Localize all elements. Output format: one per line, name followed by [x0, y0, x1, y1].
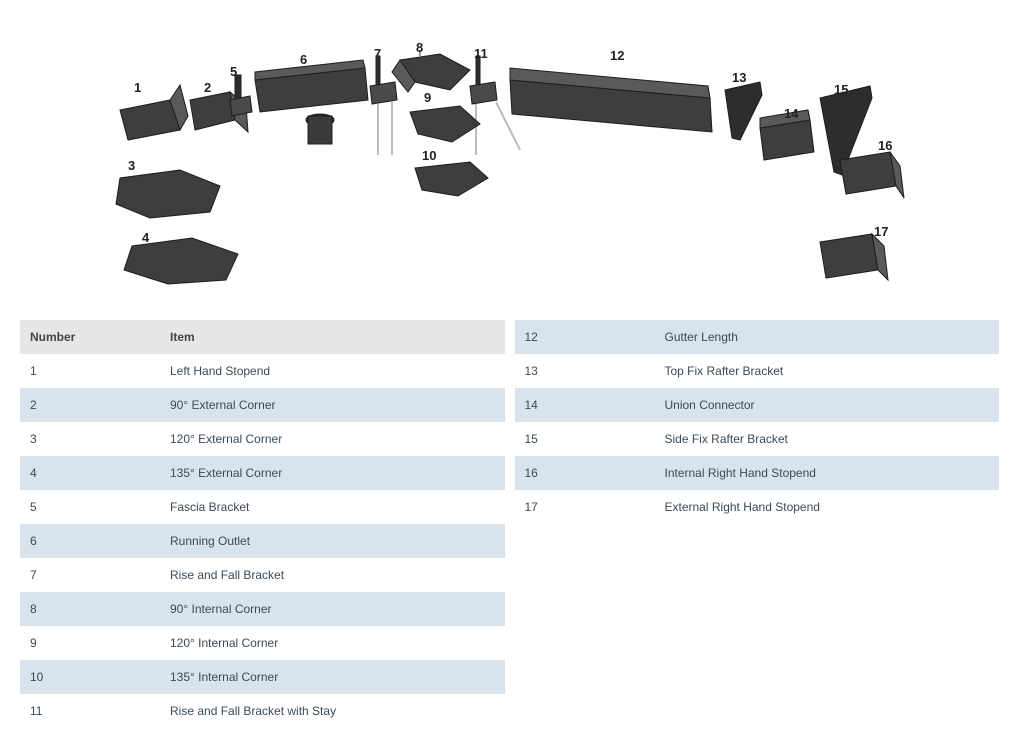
exploded-diagram: 1234567891011121314151617: [20, 20, 999, 300]
table-row: 4135° External Corner: [20, 456, 505, 490]
cell-item: Gutter Length: [655, 320, 1000, 354]
diagram-label: 12: [610, 48, 624, 63]
diagram-label: 5: [230, 64, 237, 79]
cell-item: Running Outlet: [160, 524, 505, 558]
diagram-label: 10: [422, 148, 436, 163]
cell-number: 16: [515, 456, 655, 490]
cell-number: 15: [515, 422, 655, 456]
diagram-label: 14: [784, 106, 798, 121]
cell-number: 6: [20, 524, 160, 558]
cell-number: 5: [20, 490, 160, 524]
table-row: 3120° External Corner: [20, 422, 505, 456]
cell-item: Internal Right Hand Stopend: [655, 456, 1000, 490]
cell-item: 90° Internal Corner: [160, 592, 505, 626]
diagram-label: 17: [874, 224, 888, 239]
cell-number: 13: [515, 354, 655, 388]
table-row: 10135° Internal Corner: [20, 660, 505, 694]
table-row: 1Left Hand Stopend: [20, 354, 505, 388]
diagram-label: 7: [374, 46, 381, 61]
diagram-label: 11: [474, 46, 488, 61]
parts-table-left: Number Item 1Left Hand Stopend290° Exter…: [20, 320, 505, 728]
table-row: 890° Internal Corner: [20, 592, 505, 626]
cell-number: 17: [515, 490, 655, 524]
diagram-label: 3: [128, 158, 135, 173]
cell-number: 12: [515, 320, 655, 354]
table-row: 13Top Fix Rafter Bracket: [515, 354, 1000, 388]
table-row: 6Running Outlet: [20, 524, 505, 558]
diagram-label: 1: [134, 80, 141, 95]
cell-item: Union Connector: [655, 388, 1000, 422]
cell-item: Top Fix Rafter Bracket: [655, 354, 1000, 388]
diagram-label: 16: [878, 138, 892, 153]
cell-number: 1: [20, 354, 160, 388]
cell-item: Rise and Fall Bracket with Stay: [160, 694, 505, 728]
cell-item: 120° External Corner: [160, 422, 505, 456]
cell-number: 2: [20, 388, 160, 422]
cell-number: 14: [515, 388, 655, 422]
diagram-label: 13: [732, 70, 746, 85]
col-number-header: Number: [20, 320, 160, 354]
cell-item: 135° Internal Corner: [160, 660, 505, 694]
cell-item: Left Hand Stopend: [160, 354, 505, 388]
cell-item: 120° Internal Corner: [160, 626, 505, 660]
cell-number: 8: [20, 592, 160, 626]
parts-tables: Number Item 1Left Hand Stopend290° Exter…: [20, 320, 999, 728]
table-row: 11Rise and Fall Bracket with Stay: [20, 694, 505, 728]
table-row: 16Internal Right Hand Stopend: [515, 456, 1000, 490]
table-row: 7Rise and Fall Bracket: [20, 558, 505, 592]
cell-item: Side Fix Rafter Bracket: [655, 422, 1000, 456]
diagram-label: 8: [416, 40, 423, 55]
cell-number: 11: [20, 694, 160, 728]
cell-item: 135° External Corner: [160, 456, 505, 490]
parts-table-right: 12Gutter Length13Top Fix Rafter Bracket1…: [515, 320, 1000, 524]
diagram-label: 9: [424, 90, 431, 105]
diagram-label: 4: [142, 230, 149, 245]
cell-number: 7: [20, 558, 160, 592]
cell-number: 3: [20, 422, 160, 456]
cell-item: 90° External Corner: [160, 388, 505, 422]
cell-item: External Right Hand Stopend: [655, 490, 1000, 524]
cell-item: Fascia Bracket: [160, 490, 505, 524]
cell-number: 4: [20, 456, 160, 490]
table-row: 9120° Internal Corner: [20, 626, 505, 660]
table-row: 12Gutter Length: [515, 320, 1000, 354]
table-row: 14Union Connector: [515, 388, 1000, 422]
table-row: 17External Right Hand Stopend: [515, 490, 1000, 524]
cell-number: 9: [20, 626, 160, 660]
diagram-label: 6: [300, 52, 307, 67]
cell-number: 10: [20, 660, 160, 694]
diagram-label: 15: [834, 82, 848, 97]
table-row: 15Side Fix Rafter Bracket: [515, 422, 1000, 456]
cell-item: Rise and Fall Bracket: [160, 558, 505, 592]
table-row: 5Fascia Bracket: [20, 490, 505, 524]
diagram-label: 2: [204, 80, 211, 95]
table-row: 290° External Corner: [20, 388, 505, 422]
col-item-header: Item: [160, 320, 505, 354]
